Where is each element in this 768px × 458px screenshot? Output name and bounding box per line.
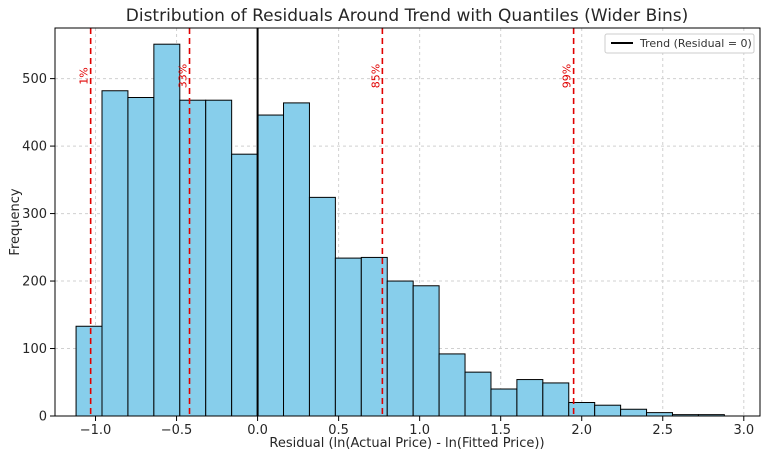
histogram-bar [594,404,622,417]
histogram-bar [412,285,440,417]
histogram-bar [205,99,233,417]
x-tick-label: −0.5 [161,423,193,438]
x-tick-label: 0.0 [247,423,268,438]
histogram-bar [231,153,259,417]
chart-title: Distribution of Residuals Around Trend w… [126,6,688,26]
x-tick-label: 0.5 [328,423,349,438]
histogram-bar [568,402,596,417]
y-axis-ticks: 0 100 200 300 400 500 [22,72,55,425]
legend: Trend (Residual = 0) [604,33,755,54]
legend-label: Trend (Residual = 0) [639,37,752,50]
legend-box [604,33,755,54]
x-tick-label: −1.0 [80,423,112,438]
x-tick-label: 2.0 [571,423,592,438]
x-tick-label: 1.5 [490,423,511,438]
y-tick-label: 100 [22,342,47,357]
histogram-bar [360,256,388,417]
x-axis-label: Residual (ln(Actual Price) - ln(Fitted P… [269,436,544,451]
histogram-bar [153,43,181,417]
histogram-bar [386,280,414,417]
histogram-bar [542,382,570,417]
quantile-label: 99% [561,64,574,88]
histogram-bar [179,99,207,417]
y-tick-label: 500 [22,72,47,87]
histogram-bar [334,257,362,417]
x-tick-label: 2.5 [652,423,673,438]
histogram-bar [516,379,544,417]
histogram-bar [127,97,155,417]
x-axis-ticks: −1.0 −0.5 0.0 0.5 1.0 1.5 2.0 2.5 3.0 [80,416,754,438]
x-tick-label: 3.0 [733,423,754,438]
y-tick-label: 0 [39,410,47,425]
histogram-bar [438,353,466,417]
x-tick-label: 1.0 [409,423,430,438]
histogram-bar [308,196,336,417]
histogram-bar [101,90,129,417]
quantile-label: 33% [177,64,190,88]
y-tick-label: 400 [22,140,47,155]
histogram-bar [464,371,492,417]
histogram-bar [257,114,285,417]
y-axis-label: Frequency [8,188,23,255]
histogram-bar [283,102,310,417]
y-tick-label: 200 [22,275,47,290]
histogram-bar [620,408,648,417]
quantile-label: 85% [369,64,382,88]
plot-frame [54,27,761,417]
quantile-label: 1% [78,67,91,84]
quantile-lines: 1% 33% 85% 99% [78,28,575,416]
histogram-bars [75,43,725,417]
histogram-bar [490,388,518,417]
histogram-bar [646,412,673,417]
y-tick-label: 300 [22,207,47,222]
histogram-bar [75,325,103,417]
